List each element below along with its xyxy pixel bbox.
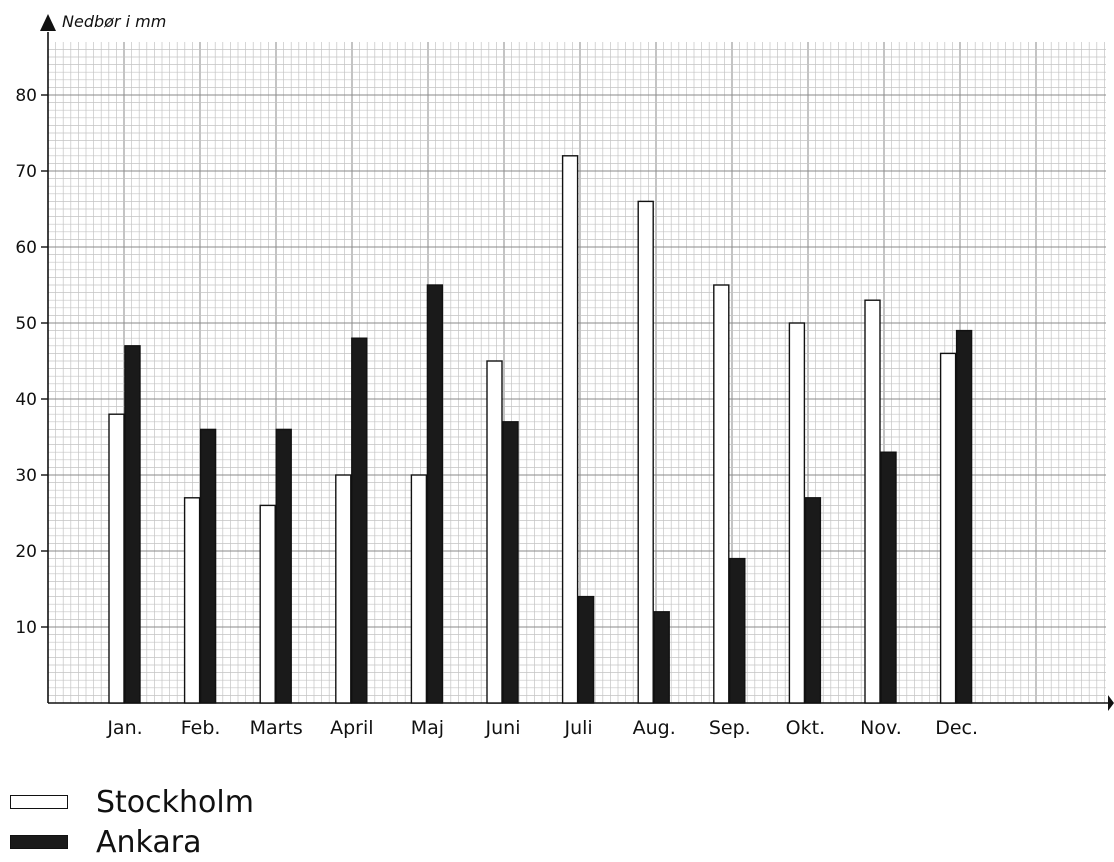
bar-ankara-8	[654, 612, 669, 703]
bar-ankara-7	[579, 597, 594, 703]
bar-ankara-6	[503, 422, 518, 703]
y-tick-label: 60	[15, 238, 37, 258]
x-tick-label: Jan.	[106, 717, 142, 739]
y-tick-label: 30	[15, 466, 37, 486]
x-tick-label: Maj	[411, 717, 444, 739]
bar-stockholm-10	[789, 323, 804, 703]
bar-ankara-5	[427, 285, 442, 703]
bar-ankara-2	[201, 429, 216, 703]
bar-stockholm-7	[563, 156, 578, 703]
legend-swatch-ankara	[10, 835, 68, 849]
legend-item-ankara: Ankara	[10, 822, 254, 862]
bar-ankara-3	[276, 429, 291, 703]
x-tick-label: Aug.	[633, 717, 676, 739]
x-tick-label: Juli	[563, 717, 592, 739]
y-tick-label: 40	[15, 390, 37, 410]
bar-ankara-10	[805, 498, 820, 703]
bar-stockholm-8	[638, 201, 653, 703]
bar-stockholm-4	[336, 475, 351, 703]
bar-stockholm-6	[487, 361, 502, 703]
x-tick-labels: Jan. Feb. Marts April Maj Juni Juli Aug. Sep. Okt…	[106, 717, 978, 739]
legend-label-ankara: Ankara	[96, 825, 201, 860]
x-tick-label: Juni	[485, 717, 521, 739]
legend-swatch-stockholm	[10, 795, 68, 809]
y-tick-label: 70	[15, 162, 37, 182]
bar-stockholm-9	[714, 285, 729, 703]
bar-stockholm-12	[941, 353, 956, 703]
legend-item-stockholm: Stockholm	[10, 782, 254, 822]
y-axis-arrow-icon	[40, 14, 56, 31]
bar-ankara-4	[352, 338, 367, 703]
chart: 10 20 30 40 50 60 70 80 Jan. Feb. Marts April Maj Ju…	[0, 0, 1114, 782]
y-axis-label: Nedbør i mm	[62, 12, 166, 31]
x-tick-label: Okt.	[786, 717, 825, 739]
x-tick-label: Sep.	[709, 717, 751, 739]
y-ticks: 10 20 30 40 50 60 70 80	[15, 86, 48, 638]
x-axis-arrow-icon	[1108, 695, 1114, 711]
legend: Stockholm Ankara	[10, 782, 254, 862]
bar-stockholm-5	[411, 475, 426, 703]
bar-ankara-9	[730, 559, 745, 703]
y-tick-label: 20	[15, 542, 37, 562]
bar-ankara-12	[957, 331, 972, 703]
bar-ankara-11	[881, 452, 896, 703]
y-tick-label: 50	[15, 314, 37, 334]
y-tick-label: 10	[15, 618, 37, 638]
bar-stockholm-3	[260, 505, 275, 703]
bar-stockholm-1	[109, 414, 124, 703]
bar-ankara-1	[125, 346, 140, 703]
y-tick-label: 80	[15, 86, 37, 106]
legend-label-stockholm: Stockholm	[96, 785, 254, 820]
x-tick-label: Feb.	[181, 717, 221, 739]
x-tick-label: Marts	[250, 717, 303, 739]
x-tick-label: April	[330, 717, 373, 739]
x-tick-label: Dec.	[935, 717, 978, 739]
x-tick-label: Nov.	[860, 717, 902, 739]
bar-stockholm-2	[185, 498, 200, 703]
bar-stockholm-11	[865, 300, 880, 703]
